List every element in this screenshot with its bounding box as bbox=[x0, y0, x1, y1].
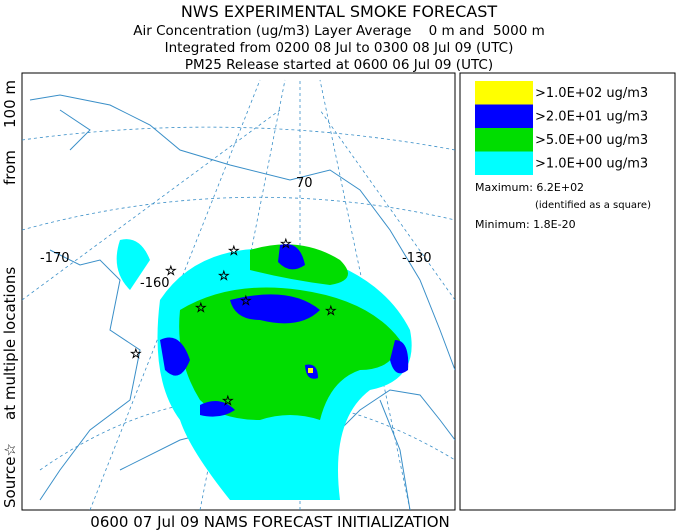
legend-label: >1.0E+02 ug/m3 bbox=[535, 86, 648, 101]
smoke-area bbox=[230, 294, 320, 324]
smoke-area bbox=[390, 340, 409, 374]
smoke-area bbox=[308, 368, 313, 373]
side-label: 100 m bbox=[1, 80, 19, 128]
smoke-area bbox=[160, 337, 190, 376]
legend-minimum: Minimum: 1.8E-20 bbox=[475, 218, 576, 231]
map-label: -170 bbox=[40, 251, 70, 266]
legend-label: >5.0E+00 ug/m3 bbox=[535, 133, 648, 148]
side-label: from bbox=[1, 150, 19, 185]
legend-swatch bbox=[475, 128, 533, 152]
legend-maximum: Maximum: 6.2E+02 bbox=[475, 181, 584, 194]
subtitle: Air Concentration (ug/m3) Layer Average … bbox=[133, 23, 545, 39]
legend: >1.0E+02 ug/m3 >2.0E+01 ug/m3 >5.0E+00 ug/… bbox=[459, 72, 676, 511]
legend-label: >1.0E+00 ug/m3 bbox=[535, 157, 648, 172]
legend-swatch bbox=[475, 81, 533, 105]
legend-label: >2.0E+01 ug/m3 bbox=[535, 110, 648, 125]
footer: 0600 07 Jul 09 NAMS FORECAST INITIALIZAT… bbox=[90, 513, 449, 531]
map-label: -130 bbox=[402, 251, 432, 266]
svg-text:☆: ☆ bbox=[222, 394, 234, 409]
svg-text:☆: ☆ bbox=[165, 264, 177, 279]
smoke-area bbox=[278, 244, 305, 270]
svg-text:☆: ☆ bbox=[195, 301, 207, 316]
map: ☆ ☆ ☆ ☆ ☆ ☆ ☆ ☆ ☆ -170 -160 70 -130 bbox=[21, 72, 456, 511]
side-label: at multiple locations bbox=[1, 267, 19, 420]
legend-swatch bbox=[475, 151, 533, 175]
svg-text:☆: ☆ bbox=[280, 237, 292, 252]
map-label: -160 bbox=[140, 276, 170, 291]
legend-maximum-note: (identified as a square) bbox=[535, 200, 651, 211]
source-stars: ☆ ☆ ☆ ☆ ☆ ☆ ☆ ☆ ☆ bbox=[130, 237, 337, 410]
graticule bbox=[22, 79, 455, 510]
svg-text:☆: ☆ bbox=[228, 244, 240, 259]
legend-swatch bbox=[475, 104, 533, 128]
svg-text:☆: ☆ bbox=[130, 347, 142, 362]
smoke-area bbox=[200, 401, 235, 417]
svg-text:☆: ☆ bbox=[240, 294, 252, 309]
svg-text:☆: ☆ bbox=[218, 269, 230, 284]
title: NWS EXPERIMENTAL SMOKE FORECAST bbox=[181, 2, 498, 21]
smoke-area bbox=[179, 287, 400, 420]
subtitle: PM25 Release started at 0600 06 Jul 09 (… bbox=[185, 57, 493, 73]
svg-text:☆: ☆ bbox=[325, 304, 337, 319]
smoke-area bbox=[116, 239, 150, 290]
map-label: 70 bbox=[296, 176, 313, 191]
side-label: Source☆ bbox=[1, 443, 19, 508]
subtitle: Integrated from 0200 08 Jul to 0300 08 J… bbox=[165, 40, 514, 56]
